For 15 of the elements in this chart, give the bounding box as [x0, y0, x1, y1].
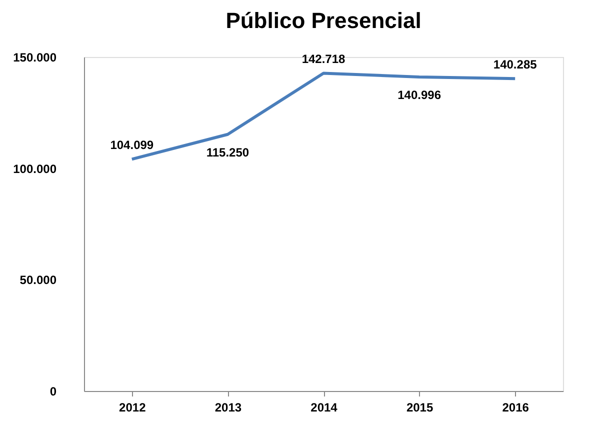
data-label: 140.996 — [398, 88, 442, 102]
x-tick-label: 2015 — [406, 400, 434, 414]
x-tick-label: 2013 — [214, 400, 242, 414]
x-tick-label: 2014 — [310, 400, 338, 414]
x-tick-label: 2012 — [119, 400, 146, 414]
y-tick-label: 100.000 — [13, 162, 57, 176]
data-label: 115.250 — [206, 145, 250, 160]
y-tick-label: 150.000 — [13, 50, 57, 64]
data-label: 142.718 — [302, 52, 346, 66]
x-tick-label: 2016 — [502, 400, 530, 414]
y-tick-label: 0 — [50, 384, 57, 398]
data-label: 104.099 — [110, 138, 154, 152]
data-label: 140.285 — [493, 58, 538, 72]
y-tick-label: 50.000 — [20, 273, 57, 288]
chart-title: Público Presencial — [226, 8, 422, 33]
